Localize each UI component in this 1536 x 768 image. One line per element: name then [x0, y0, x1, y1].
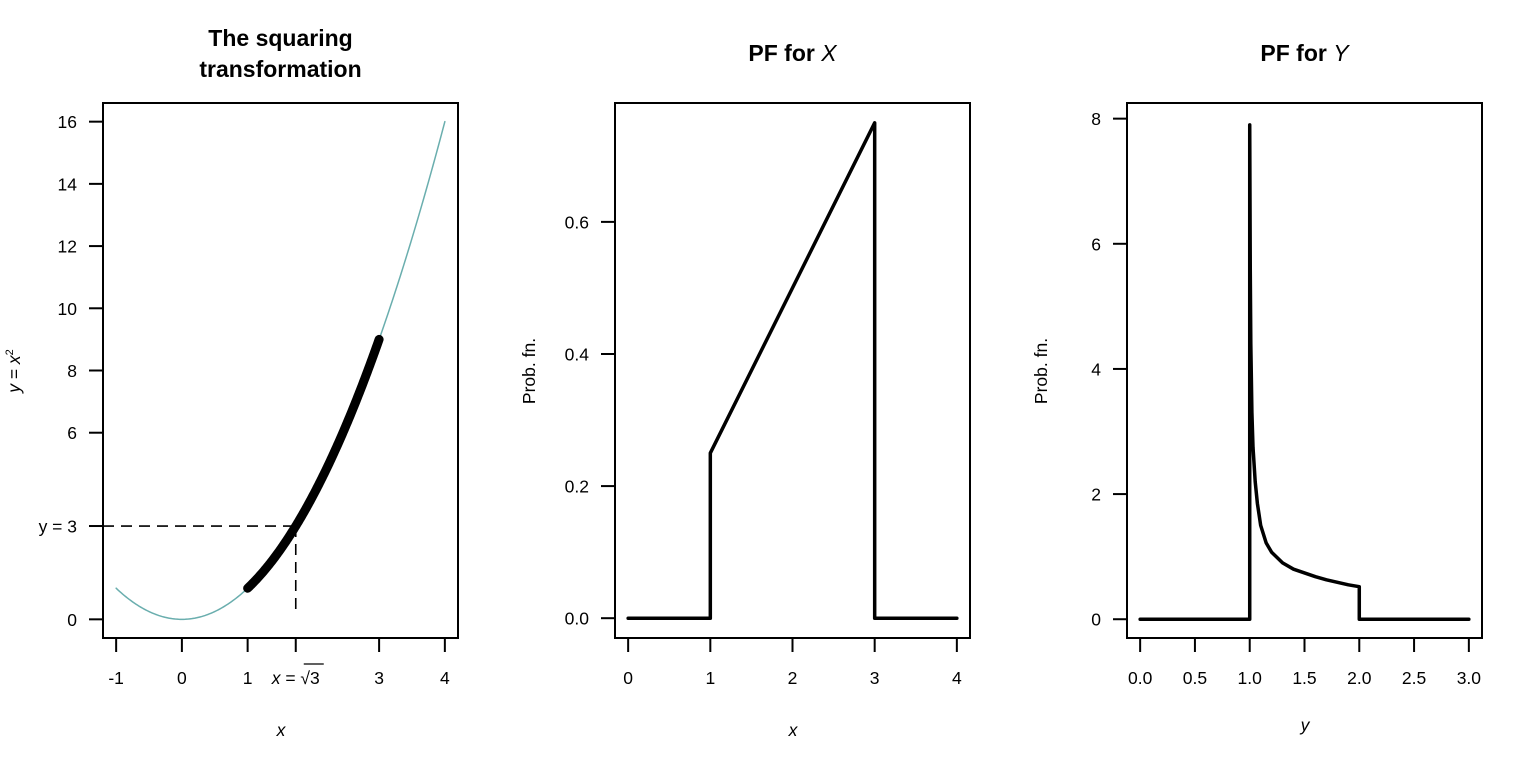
x-tick-label: 3.0: [1457, 668, 1482, 688]
plot-area: -1 0 1 x = √3 3 4 0 y = 3 6 8 10 12 14 16: [39, 102, 459, 688]
y-axis-label: y = x2: [4, 349, 24, 394]
y-tick-label: 12: [58, 237, 77, 257]
data-series-line: [1138, 123, 1471, 621]
x-tick-label: 2.0: [1347, 668, 1372, 688]
y-tick-label: 0.4: [565, 344, 590, 364]
plot-area: 0 1 2 3 4 0.0 0.2 0.4 0.6: [565, 102, 971, 688]
x-tick-label: 4: [440, 668, 450, 688]
y-tick-label: 2: [1091, 485, 1101, 505]
y-tick-label: 4: [1091, 359, 1101, 379]
plot-frame: [1126, 102, 1483, 639]
y-tick-label: 6: [1091, 234, 1101, 254]
y-tick-label: y = 3: [39, 517, 77, 537]
y-tick-label: 0.2: [565, 477, 589, 497]
panel-title: PF for Y: [1260, 40, 1350, 66]
data-series-line: [243, 334, 384, 593]
y-tick-label: 0: [67, 610, 77, 630]
panel-title-line2: transformation: [199, 56, 361, 82]
y-tick-label: 16: [58, 112, 77, 132]
y-axis-label: Prob. fn.: [519, 338, 539, 404]
y-tick-label: 14: [58, 174, 78, 194]
x-tick-label: 1.0: [1238, 668, 1263, 688]
y-tick-label: 10: [58, 299, 78, 319]
y-tick-label: 0: [1091, 610, 1101, 630]
panel-pf-x: PF for X 0 1 2 3 4 0.0 0.2 0.4 0.6 x Prob. fn.: [519, 40, 971, 740]
panel-squaring-transformation: The squaring transformation -1 0 1 x = √3 3 4…: [4, 25, 459, 740]
y-tick-label: 6: [67, 423, 77, 443]
x-tick-label: 2.5: [1402, 668, 1426, 688]
x-tick-label: 3: [870, 668, 880, 688]
x-tick-label: x = √3: [271, 668, 320, 688]
x-tick-label: -1: [108, 668, 124, 688]
x-tick-label: 0: [177, 668, 187, 688]
x-tick-label: 4: [952, 668, 962, 688]
x-tick-label: 1.5: [1292, 668, 1316, 688]
svg-text:y = x2: y = x2: [4, 349, 24, 394]
y-tick-label: 0.6: [565, 212, 589, 232]
x-tick-label: 3: [374, 668, 384, 688]
panel-title: The squaring: [208, 25, 352, 51]
y-axis-label: Prob. fn.: [1031, 338, 1051, 404]
x-axis-label: y: [1300, 715, 1311, 735]
x-axis-label: x: [276, 720, 287, 740]
x-tick-label: 1: [705, 668, 715, 688]
plot-area: 0.0 0.5 1.0 1.5 2.0 2.5 3.0 0 2 4 6 8: [1091, 102, 1483, 688]
plot-frame: [614, 102, 971, 639]
y-tick-label: 0.0: [565, 609, 590, 629]
y-tick-label: 8: [67, 361, 77, 381]
x-tick-label: 0: [623, 668, 633, 688]
panel-title: PF for X: [748, 40, 838, 66]
x-tick-label: 0.0: [1128, 668, 1153, 688]
data-series-line: [626, 121, 959, 620]
plot-frame: [102, 102, 459, 639]
x-tick-label: 0.5: [1183, 668, 1207, 688]
panel-pf-y: PF for Y 0.0 0.5 1.0 1.5 2.0 2.5 3.0 0 2 4 6 8 y Pr…: [1031, 40, 1483, 735]
x-tick-label: 2: [788, 668, 798, 688]
x-tick-label: 1: [243, 668, 253, 688]
y-tick-label: 8: [1091, 109, 1101, 129]
x-axis-label: x: [788, 720, 799, 740]
